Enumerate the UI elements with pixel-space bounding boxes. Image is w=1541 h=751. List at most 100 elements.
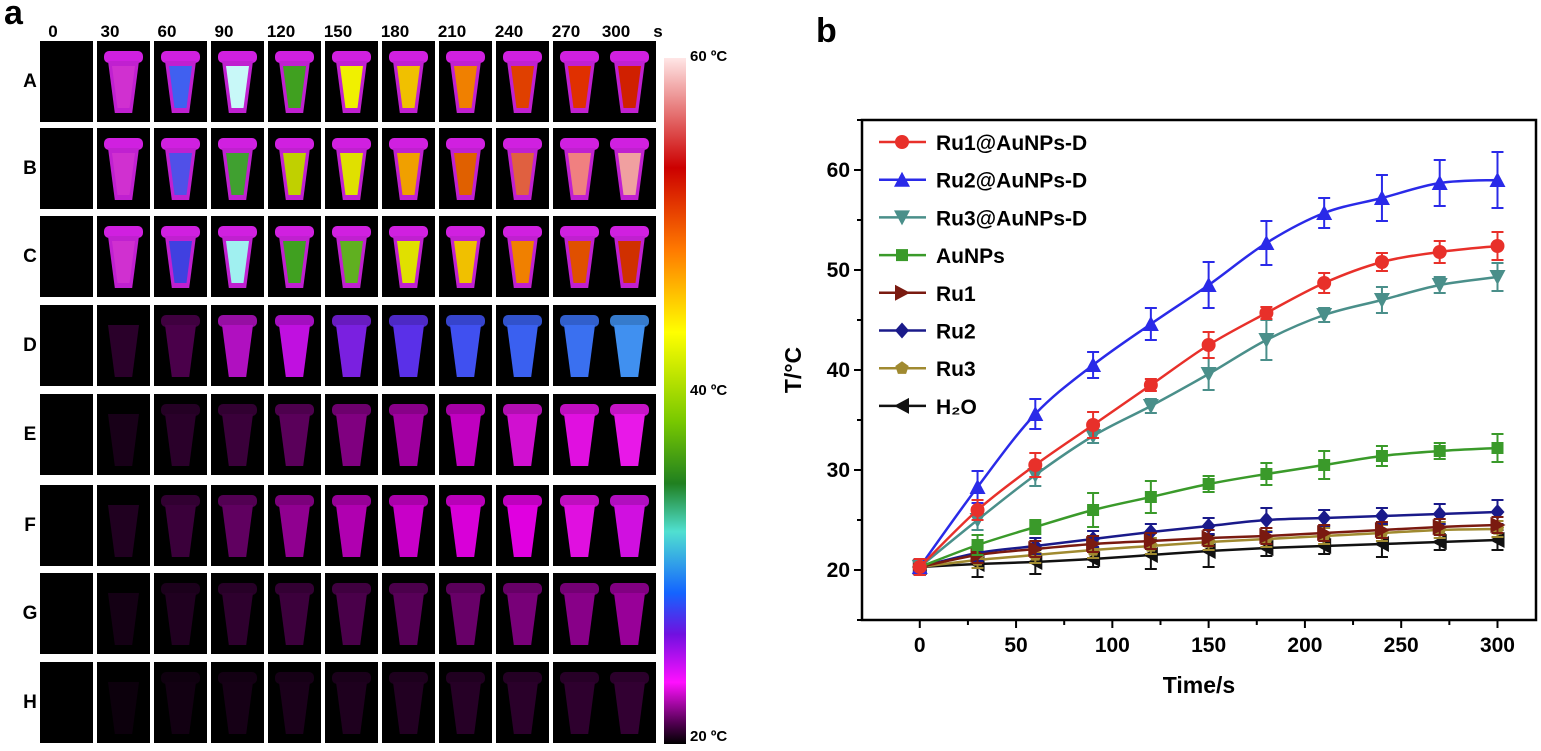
tube-cap (560, 226, 599, 238)
legend-label: Ru3@AuNPs-D (936, 207, 1087, 230)
y-axis-label: T/°C (781, 347, 806, 393)
thermal-image (439, 128, 492, 209)
legend-label: Ru3 (936, 358, 976, 381)
time-label: 150 (323, 22, 353, 41)
data-point (970, 503, 985, 517)
thermal-image (211, 394, 264, 475)
tube-fill (454, 419, 477, 461)
data-point (1143, 378, 1158, 392)
tube-fill (568, 687, 591, 729)
thermal-image (496, 394, 549, 475)
tube-cap (446, 583, 485, 595)
colorbar-mid-label: 40 ºC (690, 382, 728, 399)
tube-fill (568, 330, 591, 372)
thermal-image (325, 662, 378, 743)
tube-cap (275, 672, 314, 684)
time-label: 0 (48, 22, 58, 41)
data-point (1318, 459, 1331, 471)
thermal-image (40, 128, 93, 209)
thermal-image (268, 128, 321, 209)
data-point (1317, 510, 1332, 526)
tube-fill (397, 330, 420, 372)
thermal-image (40, 41, 93, 122)
data-point (1143, 533, 1159, 549)
thermal-image (603, 41, 656, 122)
tube-cap (161, 583, 200, 595)
tube-fill (340, 153, 363, 195)
y-tick-label: 30 (827, 459, 850, 482)
data-point (1085, 357, 1102, 372)
thermal-image (325, 41, 378, 122)
x-tick-label: 100 (1095, 634, 1130, 657)
tube-fill (112, 330, 135, 372)
row-label: E (23, 424, 37, 445)
tube-fill (454, 330, 477, 372)
tube-fill (169, 241, 192, 283)
thermal-image (382, 394, 435, 475)
series-line (918, 244, 1498, 568)
thermal-image (439, 573, 492, 654)
tube-fill (169, 687, 192, 729)
thermal-image (382, 305, 435, 386)
tube-fill (169, 153, 192, 195)
tube-fill (226, 419, 249, 461)
thermal-image (382, 662, 435, 743)
tube-fill (169, 510, 192, 552)
tube-fill (397, 510, 420, 552)
legend-marker (894, 210, 910, 226)
tube-fill (618, 419, 641, 461)
tube-fill (112, 241, 135, 283)
data-point (1201, 338, 1216, 352)
data-point (1491, 442, 1504, 454)
data-point (1028, 541, 1044, 557)
tube-fill (568, 598, 591, 640)
thermal-image (211, 305, 264, 386)
data-point (1317, 276, 1332, 290)
x-tick-label: 250 (1384, 634, 1419, 657)
data-point (1259, 306, 1274, 320)
thermal-image (325, 573, 378, 654)
row-label: B (23, 158, 37, 179)
tube-cap (446, 51, 485, 63)
thermal-image (97, 662, 150, 743)
tube-fill (169, 598, 192, 640)
thermal-image (553, 216, 606, 297)
tube-cap (560, 315, 599, 327)
tube-fill (283, 598, 306, 640)
thermal-image (268, 573, 321, 654)
tube-fill (283, 419, 306, 461)
data-point (1027, 406, 1044, 421)
data-point (1142, 316, 1159, 331)
tube-cap (610, 226, 649, 238)
data-point (1201, 530, 1217, 546)
thermal-image (603, 485, 656, 566)
time-label: 90 (214, 22, 234, 41)
tube-cap (332, 672, 371, 684)
thermal-image (496, 662, 549, 743)
thermal-image (97, 128, 150, 209)
tube-fill (112, 687, 135, 729)
tube-cap (218, 404, 257, 416)
tube-cap (610, 138, 649, 150)
tube-fill (112, 66, 135, 108)
thermal-image (603, 662, 656, 743)
thermal-image (97, 41, 150, 122)
time-label: 60 (157, 22, 177, 41)
tube-cap (503, 583, 542, 595)
thermal-image (154, 662, 207, 743)
row-label: F (24, 515, 36, 536)
data-point (971, 539, 984, 551)
thermal-image (154, 41, 207, 122)
tube-fill (169, 66, 192, 108)
colorbar-bottom-label: 20 ºC (690, 728, 728, 745)
thermal-image (603, 305, 656, 386)
legend-label: AuNPs (936, 245, 1005, 268)
tube-fill (568, 419, 591, 461)
thermal-image (496, 485, 549, 566)
tube-cap (389, 51, 428, 63)
data-point (1490, 517, 1506, 533)
thermal-image (211, 485, 264, 566)
tube-fill (283, 330, 306, 372)
thermal-image (97, 485, 150, 566)
tube-fill (397, 419, 420, 461)
